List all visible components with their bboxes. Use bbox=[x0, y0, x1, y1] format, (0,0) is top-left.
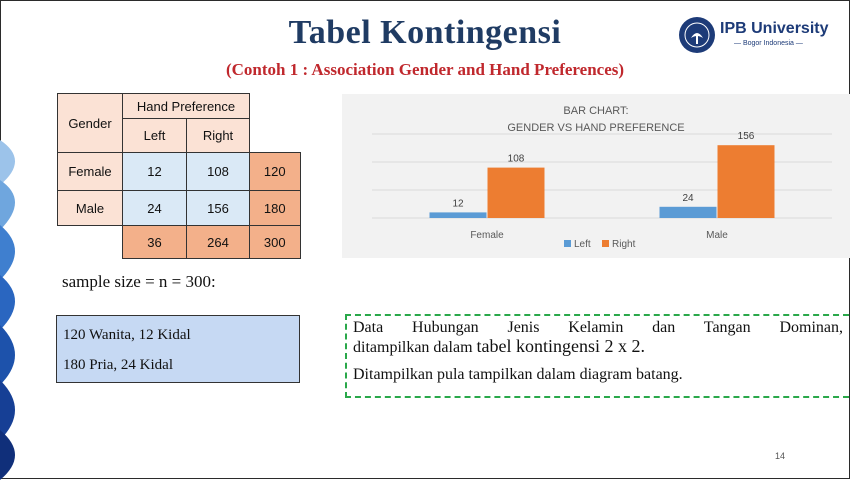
cell-female-left: 12 bbox=[122, 152, 187, 191]
chart-title: BAR CHART: bbox=[563, 105, 628, 117]
page-number: 14 bbox=[775, 451, 786, 461]
cell-male-left: 24 bbox=[122, 190, 187, 226]
bar-chart: 12 108 Female 24 156 Male BAR CHART: GENDER V… bbox=[342, 94, 850, 258]
wave-decoration bbox=[0, 140, 15, 480]
logo-tagline: — Bogor Indonesia — bbox=[734, 40, 803, 47]
cell-grand-total: 300 bbox=[249, 225, 301, 259]
data-label: 24 bbox=[682, 193, 694, 204]
ipb-logo: IPB University — Bogor Indonesia — bbox=[676, 16, 836, 56]
summary-line: 180 Pria, 24 Kidal bbox=[63, 357, 173, 373]
data-label: 108 bbox=[508, 154, 525, 165]
description-line-2a: ditampilkan dalam bbox=[353, 339, 477, 356]
description-line-1: Data Hubungan Jenis Kelamin dan Tangan D… bbox=[353, 319, 843, 336]
logo-name: IPB University bbox=[720, 20, 829, 37]
description-box: Data Hubungan Jenis Kelamin dan Tangan D… bbox=[345, 314, 849, 398]
cell-female-right: 108 bbox=[186, 152, 250, 191]
description-line-2b: tabel kontingensi 2 x 2. bbox=[476, 336, 646, 356]
cell-total-right: 264 bbox=[186, 225, 250, 259]
col-left-header: Left bbox=[122, 118, 187, 153]
category-label: Female bbox=[470, 230, 504, 241]
slide-subtitle: (Contoh 1 : Association Gender and Hand … bbox=[225, 60, 625, 79]
cell-total-left: 36 bbox=[122, 225, 187, 259]
bar-right-female bbox=[487, 167, 545, 218]
bar-right-male bbox=[717, 145, 775, 218]
bar-left-female bbox=[429, 212, 487, 218]
legend-label-right: Right bbox=[612, 239, 636, 250]
hand-preference-header: Hand Preference bbox=[122, 93, 250, 119]
data-label: 156 bbox=[738, 131, 755, 142]
cell-female-total: 120 bbox=[249, 152, 301, 191]
chart-subtitle: GENDER VS HAND PREFERENCE bbox=[507, 122, 684, 134]
legend-swatch-right bbox=[602, 240, 609, 247]
summary-line: 120 Wanita, 12 Kidal bbox=[63, 327, 191, 343]
summary-box: 120 Wanita, 12 Kidal 180 Pria, 24 Kidal bbox=[56, 315, 300, 383]
contingency-table: Gender Hand Preference Left Right Female… bbox=[57, 93, 301, 259]
bar-left-male bbox=[659, 206, 717, 218]
cell-male-right: 156 bbox=[186, 190, 250, 226]
gender-header: Gender bbox=[57, 93, 123, 153]
description-line-2: ditampilkan dalam tabel kontingensi 2 x … bbox=[353, 337, 843, 357]
data-label: 12 bbox=[452, 198, 464, 209]
row-female-label: Female bbox=[57, 152, 123, 191]
legend-label-left: Left bbox=[574, 239, 591, 250]
legend-swatch-left bbox=[564, 240, 571, 247]
sample-size-text: sample size = n = 300: bbox=[62, 272, 216, 291]
cell-male-total: 180 bbox=[249, 190, 301, 226]
slide-title: Tabel Kontingensi bbox=[288, 14, 562, 51]
ipb-seal-icon bbox=[679, 17, 715, 53]
bar-chart-svg: 12 108 Female 24 156 Male BAR CHART: GENDER V… bbox=[372, 105, 832, 250]
row-male-label: Male bbox=[57, 190, 123, 226]
col-right-header: Right bbox=[186, 118, 250, 153]
category-label: Male bbox=[706, 230, 728, 241]
description-line-3: Ditampilkan pula tampilkan dalam diagram… bbox=[353, 366, 683, 383]
